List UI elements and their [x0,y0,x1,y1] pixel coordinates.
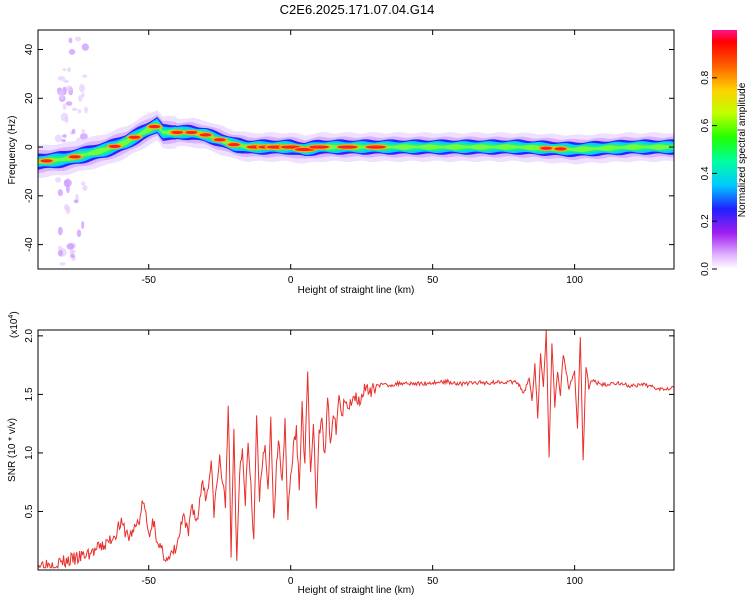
spectrogram-hotspot [68,155,81,159]
spectrogram-xlabel: Height of straight line (km) [298,285,415,296]
snr-xtick-label: 0 [288,576,294,587]
snr-ylabel: SNR (10 * v/v) [7,418,18,482]
spectrogram-speckle [71,128,76,135]
spectrogram-speckle [59,262,66,266]
spectrogram-speckle [77,109,82,114]
spectrogram-frame [37,29,675,270]
spectrogram-ytick-label: 0 [24,144,35,150]
spectrogram-ytick-label: -20 [24,188,35,203]
spectrogram-speckle [70,253,75,258]
spectrogram-speckle [62,79,70,83]
spectrogram-hotspot [337,145,358,149]
spectrogram-hotspot [213,138,226,142]
spectrogram-hotspot [309,145,330,149]
figure-title: C2E6.2025.171.07.04.G14 [280,2,435,17]
spectrogram-speckle [68,49,76,55]
spectrogram-speckle [82,74,88,78]
spectrogram-speckle [67,67,72,73]
spectrogram-hotspot [128,135,141,139]
spectrogram-speckle [81,43,90,51]
spectrogram-hotspot [199,133,212,137]
spectrogram-hotspot [227,143,240,147]
spectrogram-speckle [57,226,63,236]
snr-ytick-label: 0.5 [24,504,35,518]
spectrogram-ytick-label: -40 [24,237,35,252]
spectrogram-speckle [78,95,83,102]
snr-xtick-label: -50 [142,576,157,587]
spectrogram-speckle [62,103,67,110]
spectrogram-speckle [80,181,86,186]
colorbar-gradient [712,30,737,269]
colorbar-tick-label: 0.0 [700,262,711,276]
spectrogram-speckle [71,107,78,112]
spectrogram-speckle [58,245,63,251]
spectrogram-ytick-label: 20 [24,92,35,104]
spectrogram-xtick-label: 100 [566,275,583,286]
spectrogram-ylabel: Frequency (Hz) [7,116,18,185]
spectrogram-speckle [65,101,73,106]
snr-xtick-label: 100 [566,576,583,587]
spectrogram-speckle [65,116,69,124]
snr-scale-label: (x104) [8,311,20,338]
spectrogram-speckle [66,243,75,250]
spectrogram-speckle [57,189,63,197]
spectrogram-xtick-label: 50 [427,275,439,286]
snr-panel: -50 0 50 100 0.5 1.0 1.5 2.0 Height of straight… [7,311,675,596]
spectrogram-speckle [54,134,63,143]
colorbar-tick-label: 0.6 [700,118,711,132]
spectrogram-speckle [81,92,85,98]
spectrogram-hotspot [554,147,567,151]
spectrogram-speckle [63,178,72,187]
spectrogram-hotspot [40,159,53,163]
spectrogram-speckle [70,249,76,254]
spectrogram-speckle [62,134,67,139]
spectrogram-speckle [74,36,82,42]
spectrogram-speckle [79,84,85,93]
spectrogram-speckle [62,68,67,72]
spectrogram-xtick-label: -50 [142,275,157,286]
spectrogram-ytick-label: 40 [24,44,35,56]
spectrogram-speckle [68,37,73,44]
spectrogram-speckle [58,90,65,100]
spectrogram-hotspot [108,144,121,148]
spectrogram-speckle [81,129,85,134]
snr-ytick-label: 2.0 [24,328,35,342]
spectrogram-speckle [57,249,63,257]
spectrogram-hotspot [148,124,161,129]
spectrogram-hotspot [540,146,553,150]
snr-series-line [38,330,674,570]
spectrogram-speckle [65,85,73,92]
spectrogram-speckle [84,106,88,114]
spectrogram-xtick-label: 0 [288,275,294,286]
spectrogram-speckle [57,76,66,81]
spectrogram-speckle [55,177,62,183]
spectrogram-hotspot [185,130,198,135]
colorbar: 0.0 0.2 0.4 0.6 0.8 Normalized spectral ampl… [700,30,748,276]
spectrogram-speckle [81,220,85,230]
spectrogram-speckle [73,199,79,204]
snr-frame [37,329,675,571]
spectrogram-speckle [63,204,70,211]
spectrogram-hotspot [171,130,184,135]
snr-xlabel: Height of straight line (km) [298,585,415,596]
snr-ytick-label: 1.5 [24,387,35,401]
snr-xtick-label: 50 [427,576,439,587]
snr-ytick-label: 1.0 [24,446,35,460]
spectrogram-hotspot [365,145,386,149]
colorbar-tick-label: 0.8 [700,70,711,84]
spectrogram-speckle [76,229,82,238]
colorbar-tick-label: 0.4 [700,166,711,180]
spectrogram-speckle [82,185,88,192]
spectrogram-speckle [65,184,70,194]
spectrogram-speckle [61,139,66,143]
colorbar-label: Normalized spectral amplitude [737,82,748,217]
colorbar-tick-label: 0.2 [700,214,711,228]
spectrogram-panel: -50 0 50 100 40 20 0 -20 -40 Height of straight … [7,29,675,296]
spectrogram-speckle [79,133,88,140]
